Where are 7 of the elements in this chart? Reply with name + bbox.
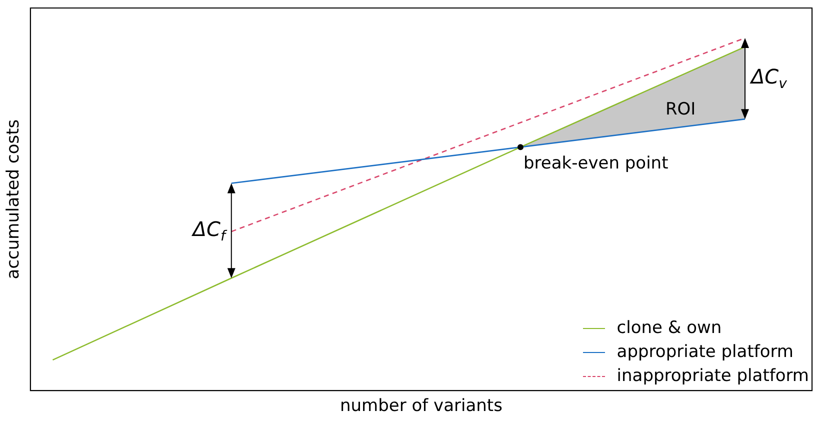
annotation: ROI (665, 100, 696, 120)
x-axis-title: number of variants (340, 396, 503, 416)
annotation: break-even point (523, 154, 669, 174)
legend-label: inappropriate platform (616, 365, 809, 388)
y-axis-title: accumulated costs (4, 119, 24, 280)
legend-label: appropriate platform (616, 341, 794, 364)
legend-label: clone & own (616, 317, 722, 340)
